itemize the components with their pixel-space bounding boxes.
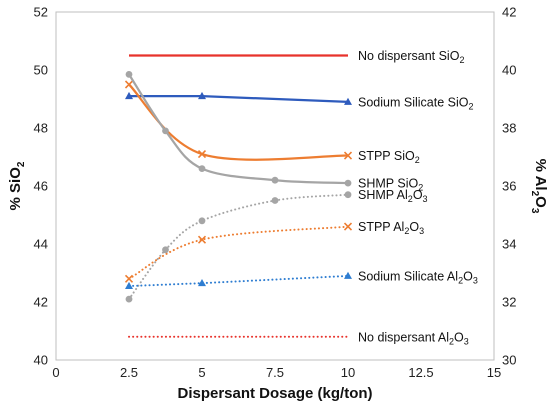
data-point [125,281,133,290]
series-label-text: STPP Al [358,220,404,234]
y-axis-title-right-sub2: 3 [529,208,540,214]
series-label-text: SHMP SiO [358,177,418,191]
series-line [128,274,349,288]
series-line [129,94,349,104]
y-tick-label-left: 52 [34,5,48,20]
y-tick-label-right: 38 [502,121,516,136]
series-label: SHMP Al2O3 [358,188,428,204]
y-tick-label-right: 30 [502,353,516,368]
series-label-subscript: 2 [468,101,473,111]
data-point [125,295,133,303]
series-label-subscript: 3 [419,226,424,236]
data-point [198,217,206,225]
y-tick-label-left: 40 [34,353,48,368]
y-axis-title-right-main: % Al [532,159,549,191]
data-point [344,271,352,279]
y-tick-label-left: 48 [34,121,48,136]
data-point [271,176,279,184]
series-label-text: O [409,220,419,234]
x-tick-label: 10 [341,365,355,380]
series-label: STPP Al2O3 [358,220,424,236]
series-label: SHMP SiO2 [358,177,423,193]
y-axis-title-right-mid: O [532,196,549,208]
series-label-subscript: 2 [415,155,420,165]
x-tick-label: 5 [198,365,205,380]
x-tick-label: 7.5 [266,365,284,380]
series-label-text: No dispersant Al [358,330,449,344]
series-label-text: O [463,269,473,283]
y-tick-label-right: 32 [502,295,516,310]
y-axis-title-left: % SiO2 [7,161,27,210]
series-label-subscript: 2 [449,336,454,346]
plot-area [55,11,495,361]
series-label: No dispersant Al2O3 [358,330,469,346]
x-tick-label: 2.5 [120,365,138,380]
series-label-subscript: 2 [459,55,464,65]
series-line [128,193,349,301]
y-axis-title-left-main: % SiO [7,167,24,211]
series-line [128,73,349,185]
series-label-subscript: 2 [408,194,413,204]
y-tick-label-left: 44 [34,237,48,252]
y-axis-title-right-sub1: 2 [529,191,540,197]
data-point [198,91,206,100]
series-label-text: SHMP Al [358,188,408,202]
series-label-subscript: 3 [473,275,478,285]
series-label-subscript: 3 [423,194,428,204]
series-label-text: No dispersant SiO [358,49,460,63]
y-tick-label-left: 46 [34,179,48,194]
y-tick-label-right: 42 [502,5,516,20]
series-label: No dispersant SiO2 [358,49,464,65]
data-point [197,150,207,159]
series-label: STPP SiO2 [358,149,420,165]
series-layer [124,54,353,338]
data-point [125,91,133,100]
series-label-text: O [413,188,423,202]
series-label: Sodium Silicate SiO2 [358,95,473,111]
y-tick-label-right: 40 [502,63,516,78]
y-axis-title-left-sub: 2 [16,161,27,167]
data-point [124,274,134,283]
y-tick-label-left: 50 [34,63,48,78]
data-point [343,151,353,160]
data-point [124,80,134,89]
series-line [128,225,349,280]
data-point [198,278,206,287]
series-label-subscript: 3 [464,336,469,346]
data-point [162,127,169,135]
x-axis-title: Dispersant Dosage (kg/ton) [177,385,372,402]
x-tick-label: 12.5 [408,365,433,380]
data-point [344,97,352,105]
series-label: Sodium Silicate Al2O3 [358,269,478,285]
series-label-subscript: 2 [404,226,409,236]
y-tick-label-right: 34 [502,237,516,252]
y-tick-label-right: 36 [502,179,516,194]
series-label-text: Sodium Silicate SiO [358,95,469,109]
data-point [197,235,207,244]
series-label-subscript: 2 [418,183,423,193]
data-point [344,179,352,187]
series-label-text: STPP SiO [358,149,415,163]
data-point [125,70,133,78]
series-label-subscript: 2 [458,275,463,285]
series-label-text: Sodium Silicate Al [358,269,458,283]
data-point [344,191,352,199]
x-tick-label: 15 [487,365,501,380]
data-point [271,197,279,204]
ticks-layer: 0 2.5 5 7.5 10 12.5 15404244464850523032343638… [34,5,517,381]
y-axis-title-right: % Al2O3 [529,159,549,214]
data-point [343,222,353,231]
series-label-text: O [454,330,464,344]
data-point [198,165,206,173]
y-tick-label-left: 42 [34,295,48,310]
x-tick-label: 0 [52,365,59,380]
data-point [162,246,169,254]
